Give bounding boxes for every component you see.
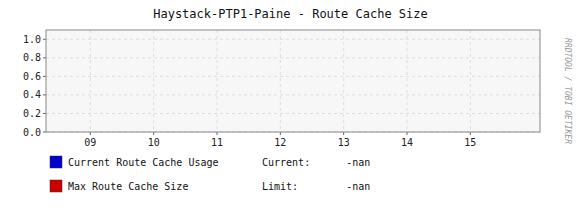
x-tick-label: 09 <box>84 137 96 148</box>
watermark: RRDTOOL / TOBI OETIKER <box>563 38 572 144</box>
legend-extra: Current: -nan <box>262 157 370 168</box>
legend-label: Current Route Cache Usage <box>68 157 219 168</box>
grid-line <box>46 113 540 114</box>
grid-line <box>470 30 471 132</box>
plot-area <box>46 30 540 132</box>
grid-line <box>46 94 540 95</box>
y-tick-label: 0.0 <box>23 127 41 138</box>
x-tick-label: 10 <box>148 137 160 148</box>
x-tick-label: 13 <box>338 137 350 148</box>
x-tick-label: 12 <box>274 137 286 148</box>
legend-label: Max Route Cache Size <box>68 181 188 192</box>
grid-line <box>46 39 540 40</box>
y-tick-label: 0.8 <box>23 52 41 63</box>
y-tick-label: 0.6 <box>23 71 41 82</box>
y-tick-label: 0.2 <box>23 108 41 119</box>
grid-line <box>153 30 154 132</box>
chart: 09 10 11 12 13 14 15 0.0 0.2 0.4 0.6 0.8 1.0 Haystack… <box>0 0 581 210</box>
grid-line <box>343 30 344 132</box>
grid-line <box>46 76 540 77</box>
grid-line <box>280 30 281 132</box>
grid <box>46 30 540 132</box>
grid-line <box>90 30 91 132</box>
plot-frame <box>46 30 540 132</box>
grid-line <box>217 30 218 132</box>
title: Haystack-PTP1-Paine - Route Cache Size <box>153 7 428 21</box>
x-tick-label: 14 <box>401 137 413 148</box>
legend-extra: Limit: -nan <box>262 181 370 192</box>
y-tick-label: 0.4 <box>23 89 41 100</box>
y-tick-label: 1.0 <box>23 34 41 45</box>
grid-line <box>407 30 408 132</box>
legend-swatch <box>50 180 62 192</box>
legend-swatch <box>50 156 62 168</box>
x-tick-label: 15 <box>464 137 476 148</box>
grid-line <box>46 57 540 58</box>
x-tick-label: 11 <box>211 137 223 148</box>
